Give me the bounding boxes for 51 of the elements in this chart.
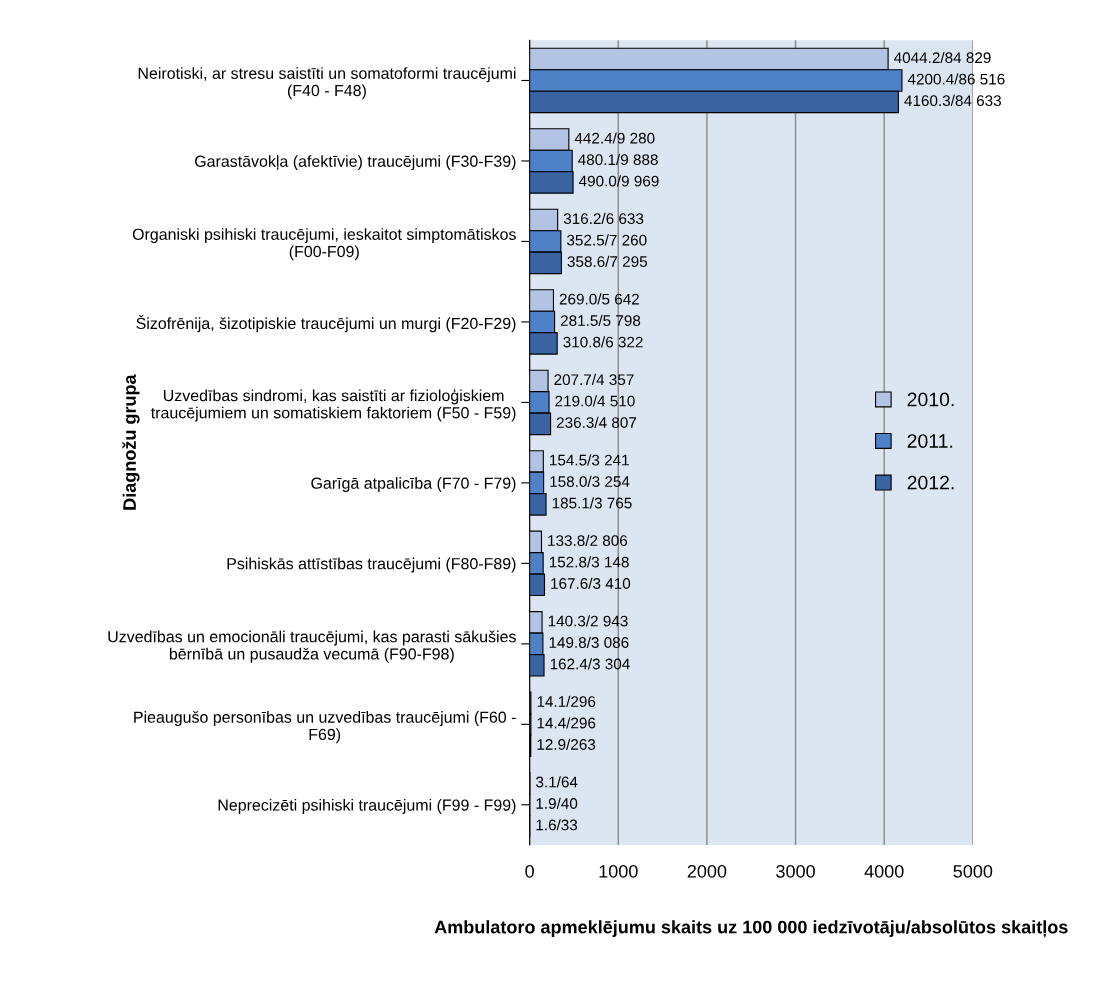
- data-label: 1.9/40: [536, 797, 578, 809]
- legend-label: 2012.: [907, 475, 954, 490]
- data-label: 442.4/9 280: [574, 132, 655, 144]
- y-tick-label: Psihiskās attīstības traucējumi (F80-F89): [227, 557, 516, 573]
- legend-label: 2010.: [907, 392, 954, 407]
- data-label: 352.5/7 260: [567, 234, 647, 246]
- y-tick-label: Organiski psihiski traucējumi, ieskaitot simptomātiskos (F00-F09): [132, 228, 516, 261]
- legend-label: 2011.: [907, 434, 953, 448]
- data-label: 167.6/3 410: [551, 577, 631, 589]
- y-tick-label: Šizofrēnija, šizotipiskie traucējumi un murgi (F20-F29): [136, 314, 516, 333]
- y-tick-label: Garīgā atpalicība (F70 - F79): [311, 477, 516, 492]
- data-label: 14.1/296: [537, 695, 596, 707]
- y-tick-label: Uzvedības un emocionāli traucējumi, kas parasti sākušies bērnībā un pusaudža vecumā (F90-F98): [108, 630, 516, 663]
- data-label: 269.0/5 642: [559, 293, 639, 305]
- data-label: 158.0/3 254: [550, 475, 630, 487]
- data-label: 358.6/7 295: [567, 255, 648, 267]
- data-label: 219.0/4 510: [555, 395, 635, 407]
- x-axis-title: Ambulatoro apmeklējumu skaits uz 100 000 iedzīvotāju/absolūtos skaitļos: [434, 920, 1068, 938]
- y-tick-label: Pieaugušo personības un uzvedības traucējumi (F60 - F69): [134, 711, 516, 744]
- y-tick-label: Uzvedības sindromi, kas saistīti ar fizioloģiskiem traucējumiem un somatiskiem faktoriem (F50 - F59): [151, 388, 516, 422]
- data-label: 480.1/9 888: [578, 153, 658, 166]
- x-tick-label: 5000: [953, 864, 993, 878]
- x-tick-label: 3000: [776, 864, 815, 878]
- data-label: 310.8/6 322: [563, 336, 643, 348]
- y-tick-label: Neirotiski, ar stresu saistīti un somatoformi traucējumi (F40 - F48): [138, 67, 516, 100]
- data-label: 152.8/3 148: [549, 556, 629, 568]
- x-tick-label: 4000: [864, 864, 904, 878]
- y-axis-title: Diagnožu grupa: [122, 374, 140, 510]
- data-label: 281.5/5 798: [560, 314, 641, 327]
- data-label: 154.5/3 241: [550, 454, 629, 466]
- data-label: 3.1/64: [536, 776, 578, 788]
- y-tick-label: Neprecizēti psihiski traucējumi (F99 - F99): [218, 799, 516, 814]
- data-label: 149.8/3 086: [549, 636, 629, 648]
- data-label: 140.3/2 943: [548, 615, 628, 627]
- data-label: 4044.2/84 829: [894, 51, 991, 64]
- data-label: 236.3/4 807: [556, 416, 637, 428]
- y-tick-label: Garastāvokļa (afektīvie) traucējumi (F30-F39): [195, 155, 516, 171]
- x-tick-label: 2000: [687, 864, 727, 878]
- data-label: 490.0/9 969: [578, 175, 659, 187]
- data-label: 133.8/2 806: [548, 534, 628, 546]
- data-label: 4160.3/84 633: [904, 94, 1001, 107]
- x-tick-label: 1000: [599, 864, 638, 878]
- data-label: 4200.4/86 516: [907, 73, 1005, 85]
- data-label: 14.4/296: [537, 717, 596, 729]
- data-label: 12.9/263: [537, 738, 596, 750]
- data-label: 185.1/3 765: [552, 497, 632, 509]
- data-label: 207.7/4 357: [554, 373, 634, 386]
- x-tick-label: 0: [525, 864, 534, 878]
- data-label: 1.6/33: [536, 819, 578, 831]
- data-label: 162.4/3 304: [550, 658, 630, 670]
- data-label: 316.2/6 633: [563, 212, 644, 225]
